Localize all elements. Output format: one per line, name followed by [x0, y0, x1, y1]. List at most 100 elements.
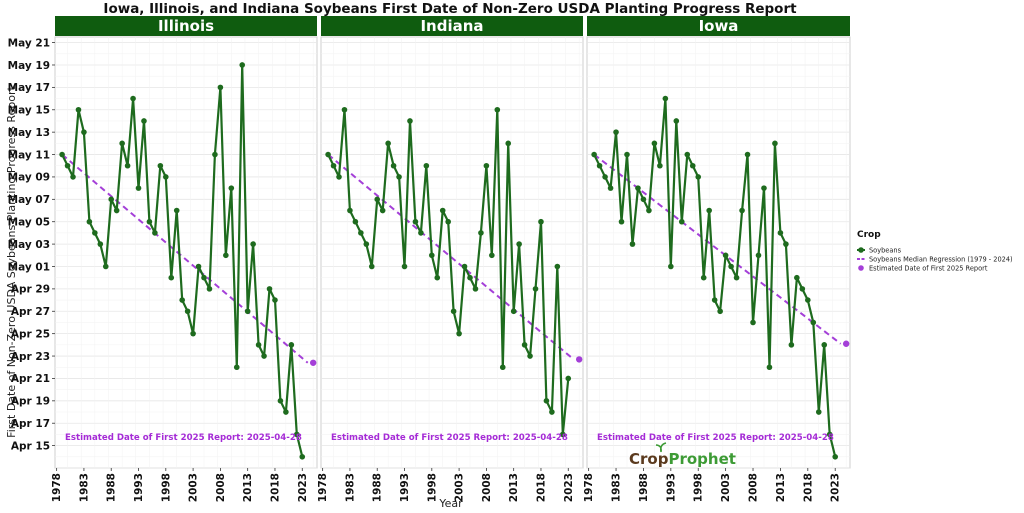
data-point: [445, 218, 451, 225]
data-point: [596, 162, 603, 169]
data-point: [678, 218, 685, 225]
data-point: [141, 118, 147, 124]
strip-indiana: [321, 16, 583, 36]
y-tick-label: May 17: [8, 82, 50, 94]
data-point: [152, 230, 158, 236]
x-tick-label: 1993: [399, 473, 411, 502]
x-tick-label: 1978: [583, 473, 595, 502]
cropprophet-logo: CropProphet: [629, 442, 736, 468]
x-tick-label: 2018: [269, 473, 281, 502]
estimate-point: [575, 356, 583, 363]
x-tick-label: 1998: [426, 473, 438, 502]
annotation-estimate: Estimated Date of First 2025 Report: 202…: [65, 433, 302, 443]
legend-label-soybeans: Soybeans: [869, 247, 902, 255]
data-point: [255, 342, 262, 348]
data-point: [510, 308, 517, 315]
data-point: [272, 297, 278, 303]
data-point: [190, 330, 196, 337]
annotation-estimate: Estimated Date of First 2025 Report: 202…: [597, 433, 834, 443]
legend-label-estimate: Estimated Date of First 2025 Report: [869, 265, 988, 273]
data-point: [602, 174, 608, 180]
data-point: [629, 241, 636, 247]
data-point: [347, 207, 353, 214]
data-point: [341, 106, 348, 113]
x-tick-label: 1978: [317, 473, 329, 502]
data-point: [124, 162, 131, 169]
data-point: [613, 129, 619, 135]
strip-label-indiana: Indiana: [420, 17, 483, 35]
data-point: [352, 218, 359, 225]
panel-background: [586, 36, 851, 469]
data-point: [325, 151, 331, 158]
data-point: [739, 207, 745, 214]
data-point: [223, 252, 229, 259]
data-point: [516, 241, 522, 247]
data-point: [700, 274, 707, 281]
x-tick-label: 2003: [188, 473, 200, 502]
data-point: [294, 431, 300, 438]
y-tick-label: Apr 25: [11, 328, 50, 340]
data-point: [212, 151, 218, 158]
x-tick-label: 2013: [508, 473, 520, 502]
data-point: [368, 263, 375, 270]
data-point: [163, 174, 169, 180]
data-point: [434, 274, 441, 281]
y-axis-ticks: Apr 15 Apr 17 Apr 19 Apr 21 Apr 23 Apr 25 Apr …: [8, 37, 55, 452]
data-point: [86, 218, 93, 225]
legend-item-regression: Soybeans Median Regression (1979 - 2024): [857, 256, 1013, 264]
data-point: [799, 286, 806, 292]
chart-title: Iowa, Illinois, and Indiana Soybeans Fir…: [103, 1, 797, 17]
data-point: [277, 398, 284, 404]
data-point: [336, 174, 342, 180]
data-point: [499, 364, 506, 371]
data-point: [146, 218, 153, 225]
data-point: [805, 297, 811, 303]
legend-title: Crop: [857, 230, 881, 240]
data-point: [102, 263, 109, 270]
data-point: [772, 140, 778, 147]
data-point: [472, 286, 479, 292]
data-point: [673, 118, 680, 124]
x-tick-label: 1998: [160, 473, 172, 502]
x-tick-label: 1993: [133, 473, 145, 502]
data-point: [299, 454, 306, 460]
estimate-point: [309, 359, 317, 366]
data-point: [489, 252, 495, 259]
data-point: [554, 263, 561, 270]
x-axis-label: Year: [438, 497, 463, 510]
data-point: [250, 241, 256, 247]
data-point: [640, 196, 647, 203]
strip-iowa: [587, 16, 850, 36]
y-tick-label: May 19: [8, 60, 50, 72]
data-point: [401, 263, 408, 270]
data-point: [113, 207, 120, 214]
data-point: [266, 286, 273, 292]
data-point: [407, 118, 413, 124]
x-tick-label: 1993: [665, 473, 677, 502]
data-point: [390, 162, 397, 169]
data-point: [385, 140, 391, 147]
data-point: [684, 151, 691, 158]
data-point: [423, 162, 430, 169]
data-point: [157, 162, 164, 169]
data-point: [97, 241, 104, 247]
data-point: [532, 286, 539, 292]
data-point: [728, 263, 734, 270]
x-tick-label: 2018: [802, 473, 814, 502]
data-point: [59, 151, 65, 158]
data-point: [92, 230, 98, 236]
data-point: [64, 162, 71, 169]
data-point: [108, 196, 115, 203]
data-point: [624, 151, 630, 158]
x-tick-label: 2008: [748, 473, 760, 502]
x-tick-label: 1988: [372, 473, 384, 502]
y-tick-label: May 01: [8, 261, 50, 273]
data-point: [668, 263, 674, 270]
x-tick-label: 1983: [344, 473, 356, 502]
data-point: [505, 140, 512, 147]
x-tick-label: 2003: [454, 473, 466, 502]
data-point: [363, 241, 370, 247]
annotation-estimate: Estimated Date of First 2025 Report: 202…: [331, 433, 568, 443]
data-point: [521, 342, 528, 348]
data-point: [755, 252, 762, 259]
